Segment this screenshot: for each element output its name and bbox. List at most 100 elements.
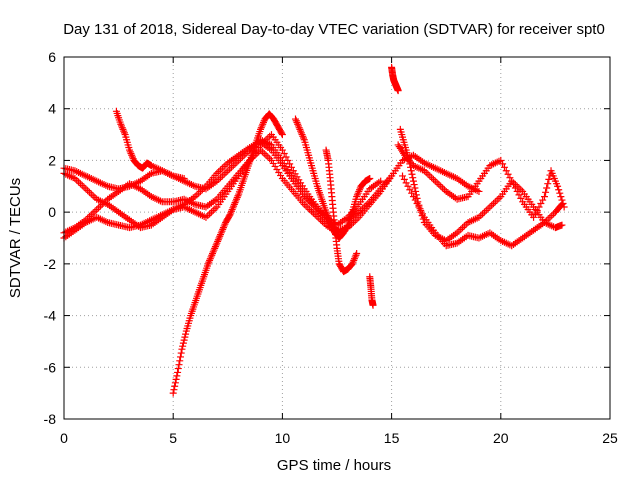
data-point [515, 191, 523, 199]
data-point [181, 333, 189, 341]
data-point [221, 220, 229, 228]
data-point [204, 212, 212, 220]
x-tick-label: 5 [169, 430, 177, 446]
data-point [170, 386, 178, 394]
data-point [225, 212, 233, 220]
data-point [429, 175, 437, 183]
data-point [260, 150, 268, 158]
data-point [540, 193, 548, 201]
data-point [78, 181, 86, 189]
data-point [297, 129, 305, 137]
data-point [259, 120, 267, 128]
data-point [399, 172, 407, 180]
x-tick-label: 20 [493, 430, 509, 446]
data-point [558, 196, 566, 204]
data-point [232, 197, 240, 205]
data-point [537, 200, 545, 208]
data-point [408, 170, 416, 178]
data-point [177, 349, 185, 357]
data-point [258, 122, 266, 130]
data-point [400, 175, 408, 183]
data-point [500, 163, 508, 171]
data-point [484, 205, 492, 213]
data-point [233, 193, 241, 201]
data-point [293, 119, 301, 127]
data-point [234, 192, 242, 200]
data-point [278, 131, 286, 139]
data-point [433, 179, 441, 187]
x-tick-label: 0 [60, 430, 68, 446]
data-point [560, 203, 568, 211]
data-point [220, 222, 228, 230]
data-point [213, 239, 221, 247]
data-point [180, 175, 188, 183]
data-point [298, 131, 306, 139]
data-point [356, 186, 364, 194]
data-point [460, 222, 468, 230]
data-point [175, 361, 183, 369]
data-point [554, 182, 562, 190]
data-point [409, 177, 417, 185]
data-point [517, 194, 525, 202]
data-point [412, 187, 420, 195]
data-point [486, 203, 494, 211]
data-point [230, 200, 238, 208]
data-point [544, 180, 552, 188]
data-point [211, 205, 219, 213]
data-point [178, 345, 186, 353]
data-point [266, 155, 274, 163]
data-point [169, 389, 177, 397]
x-tick-label: 25 [602, 430, 618, 446]
data-point [217, 231, 225, 239]
data-point [297, 127, 305, 135]
data-point [510, 181, 518, 189]
data-point [323, 210, 331, 218]
data-point [439, 184, 447, 192]
data-point [353, 191, 361, 199]
data-point [407, 167, 415, 175]
data-point [266, 132, 274, 140]
data-point [278, 129, 286, 137]
data-point [475, 187, 483, 195]
data-point [353, 250, 361, 258]
data-point [354, 189, 362, 197]
data-point [231, 199, 239, 207]
data-point [404, 182, 412, 190]
data-point [259, 119, 267, 127]
data-point [210, 246, 218, 254]
data-point [179, 342, 187, 350]
data-point [417, 206, 425, 214]
y-axis-label: SDTVAR / TECUs [7, 178, 24, 298]
data-point [350, 255, 358, 263]
data-point [326, 218, 334, 226]
data-point [408, 189, 416, 197]
data-point [209, 250, 217, 258]
data-point [426, 172, 434, 180]
data-point [292, 117, 300, 125]
y-tick-label: -2 [44, 256, 57, 272]
data-point [280, 150, 288, 158]
data-point [227, 207, 235, 215]
data-point [182, 330, 190, 338]
data-point [262, 151, 270, 159]
data-point [479, 210, 487, 218]
data-point [517, 186, 525, 194]
y-tick-label: 0 [48, 204, 56, 220]
data-point [428, 174, 436, 182]
data-point [206, 256, 214, 264]
data-point [171, 379, 179, 387]
data-point [227, 209, 235, 217]
data-point [545, 175, 553, 183]
data-point [556, 189, 564, 197]
series-track-d [60, 146, 352, 242]
data-point [416, 205, 424, 213]
data-point [542, 188, 550, 196]
data-point [355, 187, 363, 195]
data-point [89, 209, 97, 217]
data-point [559, 200, 567, 208]
data-point [218, 227, 226, 235]
data-point [120, 129, 128, 137]
data-point [172, 375, 180, 383]
data-point [352, 251, 360, 259]
